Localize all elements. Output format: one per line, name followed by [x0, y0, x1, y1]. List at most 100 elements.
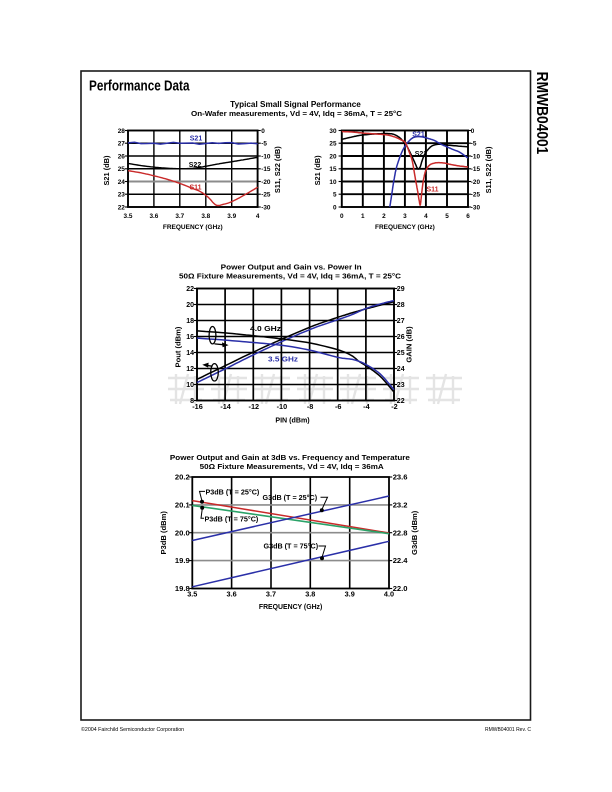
svg-text:19.8: 19.8 — [175, 584, 190, 593]
svg-text:P3dB (T = 25°C): P3dB (T = 25°C) — [206, 487, 260, 496]
svg-text:3.6: 3.6 — [149, 213, 158, 220]
svg-text:-2: -2 — [391, 402, 398, 411]
svg-text:3.7: 3.7 — [266, 590, 276, 599]
svg-text:-14: -14 — [220, 402, 231, 411]
svg-text:19.9: 19.9 — [175, 556, 190, 565]
svg-text:G3dB (T = 75°C): G3dB (T = 75°C) — [264, 542, 319, 551]
svg-text:27: 27 — [397, 318, 405, 325]
svg-text:30: 30 — [329, 128, 337, 135]
svg-text:0: 0 — [471, 128, 475, 135]
svg-text:29: 29 — [397, 286, 405, 293]
svg-text:25: 25 — [118, 166, 126, 173]
svg-text:0: 0 — [333, 204, 337, 211]
svg-text:Power Output and Gain at 3dB v: Power Output and Gain at 3dB vs. Frequen… — [170, 453, 410, 462]
svg-text:PIN (dBm): PIN (dBm) — [275, 417, 310, 425]
svg-text:-30: -30 — [261, 204, 271, 211]
svg-text:P3dB (dBm): P3dB (dBm) — [159, 511, 168, 555]
svg-text:26: 26 — [397, 334, 405, 341]
svg-text:16: 16 — [186, 334, 194, 341]
svg-text:3.8: 3.8 — [305, 590, 315, 599]
svg-text:-16: -16 — [192, 402, 203, 411]
svg-text:-10: -10 — [471, 153, 481, 160]
svg-text:3.6: 3.6 — [227, 590, 237, 599]
svg-text:-20: -20 — [261, 179, 271, 186]
svg-text:-10: -10 — [261, 153, 271, 160]
svg-text:-5: -5 — [261, 141, 267, 148]
svg-text:Typical Small Signal Performan: Typical Small Signal Performance — [230, 100, 361, 109]
svg-text:14: 14 — [186, 350, 194, 357]
svg-text:-4: -4 — [363, 402, 370, 411]
svg-text:3.8: 3.8 — [201, 213, 210, 220]
svg-text:-6: -6 — [335, 402, 342, 411]
svg-text:50Ω Fixture Measurements, Vd =: 50Ω Fixture Measurements, Vd = 4V, Idq =… — [200, 462, 385, 471]
svg-text:3.9: 3.9 — [345, 590, 355, 599]
svg-text:23.6: 23.6 — [393, 473, 408, 482]
svg-text:3.5: 3.5 — [187, 590, 197, 599]
svg-text:4.0 GHz: 4.0 GHz — [250, 324, 281, 333]
svg-text:3: 3 — [403, 213, 407, 220]
svg-text:20.0: 20.0 — [175, 528, 190, 537]
svg-text:23: 23 — [118, 192, 126, 199]
svg-text:23.2: 23.2 — [393, 501, 408, 510]
svg-text:S22: S22 — [415, 151, 428, 158]
svg-text:24: 24 — [118, 179, 126, 186]
svg-text:22: 22 — [186, 286, 194, 293]
svg-text:-25: -25 — [261, 192, 271, 199]
svg-text:5: 5 — [333, 192, 337, 199]
svg-text:0: 0 — [261, 128, 265, 135]
svg-text:20: 20 — [186, 302, 194, 309]
svg-text:FREQUENCY (GHz): FREQUENCY (GHz) — [375, 224, 435, 231]
svg-text:22.0: 22.0 — [393, 584, 408, 593]
svg-text:2: 2 — [382, 213, 386, 220]
svg-text:G3dB (T = 25°C): G3dB (T = 25°C) — [263, 493, 318, 502]
svg-text:FREQUENCY (GHz): FREQUENCY (GHz) — [163, 224, 223, 231]
svg-text:S21 (dB): S21 (dB) — [313, 155, 322, 186]
svg-text:RMWB04001: RMWB04001 — [533, 72, 550, 155]
svg-text:3.5: 3.5 — [124, 213, 133, 220]
svg-text:3.5 GHz: 3.5 GHz — [268, 355, 298, 364]
svg-text:25: 25 — [329, 141, 337, 148]
svg-text:0: 0 — [340, 213, 344, 220]
svg-text:6: 6 — [466, 213, 470, 220]
svg-text:10: 10 — [329, 179, 337, 186]
svg-text:20: 20 — [329, 153, 337, 160]
svg-text:20.1: 20.1 — [175, 501, 191, 510]
svg-text:S11: S11 — [426, 186, 438, 193]
svg-text:On-Wafer measurements, Vd = 4V: On-Wafer measurements, Vd = 4V, Idq = 36… — [191, 109, 403, 118]
svg-text:22.8: 22.8 — [393, 528, 408, 537]
svg-text:4: 4 — [256, 213, 260, 220]
svg-text:24: 24 — [397, 366, 405, 373]
svg-text:-12: -12 — [249, 402, 260, 411]
svg-text:3.9: 3.9 — [227, 213, 236, 220]
svg-text:-15: -15 — [471, 166, 481, 173]
svg-text:-5: -5 — [471, 141, 477, 148]
svg-text:18: 18 — [186, 318, 194, 325]
svg-text:Power Output and Gain vs. Powe: Power Output and Gain vs. Power In — [221, 262, 362, 271]
svg-text:Pout (dBm): Pout (dBm) — [174, 326, 183, 367]
svg-text:10: 10 — [186, 382, 194, 389]
svg-text:-10: -10 — [277, 402, 288, 411]
svg-text:-15: -15 — [261, 166, 271, 173]
svg-text:1: 1 — [361, 213, 365, 220]
svg-text:S11, S22 (dB): S11, S22 (dB) — [484, 146, 493, 193]
svg-text:27: 27 — [118, 141, 126, 148]
svg-text:-30: -30 — [471, 204, 481, 211]
svg-text:G3dB (dBm): G3dB (dBm) — [410, 510, 419, 555]
svg-text:S11: S11 — [189, 185, 201, 192]
svg-text:-20: -20 — [471, 179, 481, 186]
svg-text:20.2: 20.2 — [175, 473, 190, 482]
svg-text:Performance Data: Performance Data — [89, 79, 190, 95]
svg-text:4.0: 4.0 — [384, 590, 394, 599]
svg-text:28: 28 — [118, 128, 126, 135]
svg-text:15: 15 — [329, 166, 337, 173]
svg-text:22: 22 — [118, 204, 126, 211]
svg-text:23: 23 — [397, 382, 405, 389]
svg-text:22: 22 — [397, 398, 405, 405]
svg-text:5: 5 — [445, 213, 449, 220]
svg-text:4: 4 — [424, 213, 428, 220]
svg-text:-25: -25 — [471, 192, 481, 199]
svg-text:3.7: 3.7 — [175, 213, 184, 220]
svg-text:FREQUENCY (GHz): FREQUENCY (GHz) — [259, 604, 322, 611]
svg-text:26: 26 — [118, 153, 126, 160]
svg-text:S22: S22 — [189, 162, 202, 169]
